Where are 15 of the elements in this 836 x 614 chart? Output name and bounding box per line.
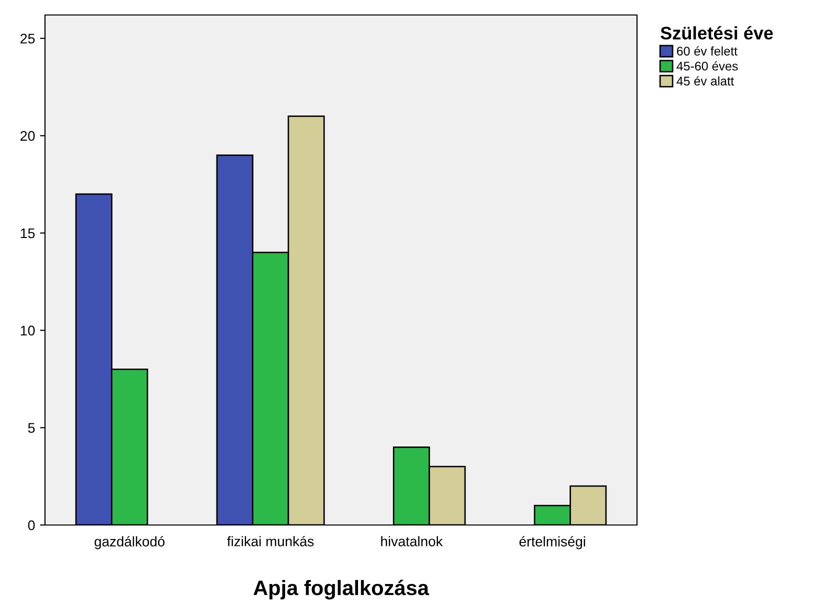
x-axis-title: Apja foglalkozása [254,580,430,600]
x-tick-label: gazdálkodó [94,536,165,550]
y-tick-label: 15 [20,228,35,238]
legend-label: 60 év felett [676,46,738,56]
y-tick-label: 10 [20,326,35,336]
y-tick-label: 0 [28,520,35,530]
x-tick-label: értelmiségi [519,536,586,550]
x-tick-label: hivatalnok [381,536,443,546]
y-tick-label: 20 [20,131,35,141]
legend-title: Születési éve [660,26,773,40]
x-tick-label: fizikai munkás [227,536,314,546]
legend-label: 45 év alatt [676,76,734,86]
legend-label: 45-60 éves [676,61,738,71]
y-tick-label: 25 [20,34,35,44]
y-tick-label: 5 [28,423,35,433]
